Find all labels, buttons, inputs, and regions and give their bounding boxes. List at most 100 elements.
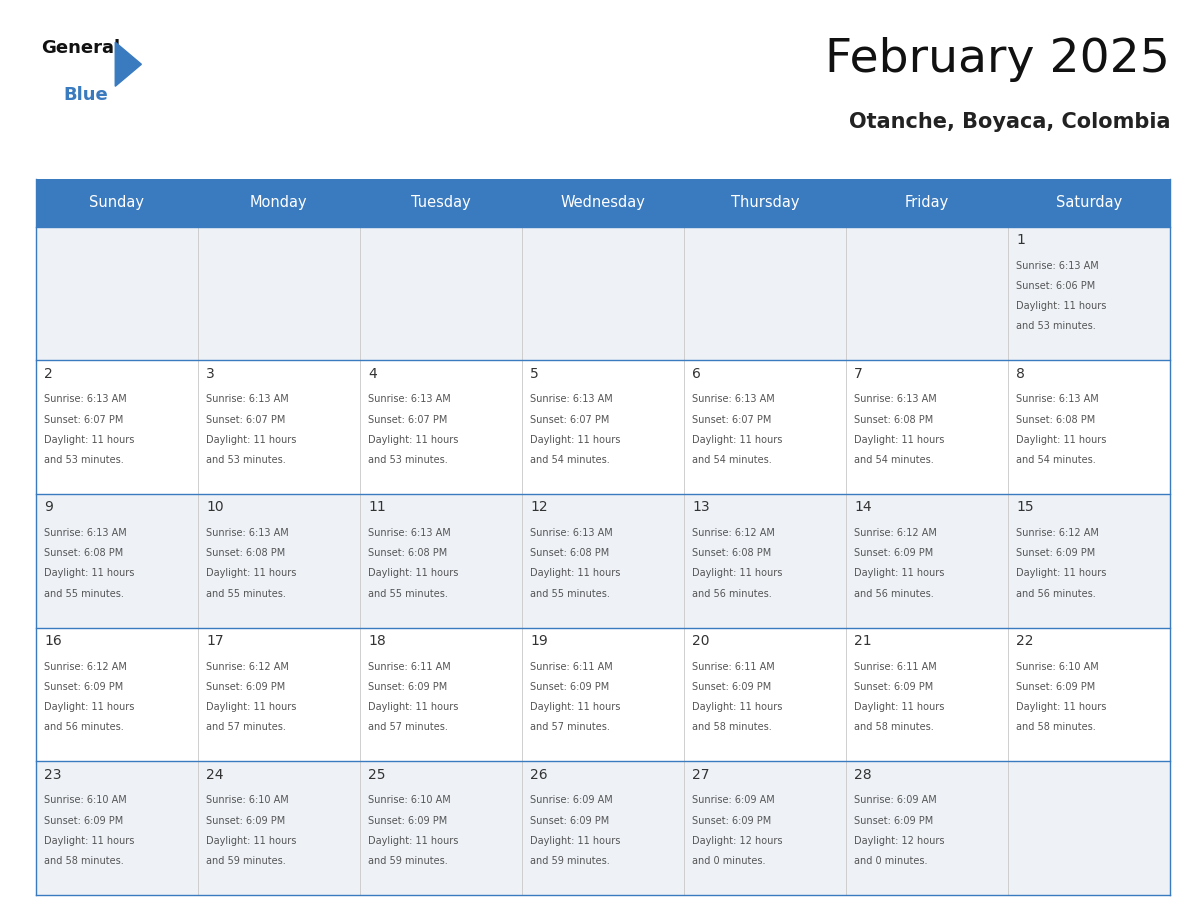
Text: Tuesday: Tuesday [411, 196, 470, 210]
Text: Daylight: 11 hours: Daylight: 11 hours [1017, 702, 1107, 712]
Text: Daylight: 11 hours: Daylight: 11 hours [693, 568, 783, 578]
Text: and 53 minutes.: and 53 minutes. [368, 455, 448, 465]
Text: and 55 minutes.: and 55 minutes. [368, 588, 448, 599]
Text: Sunrise: 6:12 AM: Sunrise: 6:12 AM [44, 662, 127, 672]
Text: Sunset: 6:09 PM: Sunset: 6:09 PM [530, 682, 609, 692]
Text: Daylight: 12 hours: Daylight: 12 hours [854, 835, 944, 845]
Text: Daylight: 11 hours: Daylight: 11 hours [206, 702, 297, 712]
Text: Daylight: 11 hours: Daylight: 11 hours [44, 835, 134, 845]
Text: and 57 minutes.: and 57 minutes. [206, 722, 286, 733]
Text: Daylight: 11 hours: Daylight: 11 hours [44, 435, 134, 444]
Text: Sunset: 6:09 PM: Sunset: 6:09 PM [854, 548, 934, 558]
Text: Sunrise: 6:12 AM: Sunrise: 6:12 AM [693, 528, 775, 538]
Text: Daylight: 11 hours: Daylight: 11 hours [1017, 435, 1107, 444]
Text: Sunrise: 6:13 AM: Sunrise: 6:13 AM [693, 395, 775, 404]
Text: and 56 minutes.: and 56 minutes. [693, 588, 772, 599]
Text: Sunrise: 6:13 AM: Sunrise: 6:13 AM [368, 395, 451, 404]
Text: Sunrise: 6:13 AM: Sunrise: 6:13 AM [44, 528, 127, 538]
Text: Sunrise: 6:11 AM: Sunrise: 6:11 AM [530, 662, 613, 672]
Text: Sunset: 6:09 PM: Sunset: 6:09 PM [44, 682, 124, 692]
Text: Sunset: 6:09 PM: Sunset: 6:09 PM [1017, 682, 1095, 692]
Text: 27: 27 [693, 767, 709, 782]
Text: Daylight: 11 hours: Daylight: 11 hours [368, 835, 459, 845]
Text: 20: 20 [693, 634, 709, 648]
Text: Sunrise: 6:13 AM: Sunrise: 6:13 AM [854, 395, 937, 404]
Text: and 59 minutes.: and 59 minutes. [530, 856, 609, 866]
Text: 26: 26 [530, 767, 548, 782]
Text: Daylight: 11 hours: Daylight: 11 hours [854, 568, 944, 578]
Text: Daylight: 11 hours: Daylight: 11 hours [1017, 301, 1107, 311]
Text: and 56 minutes.: and 56 minutes. [44, 722, 124, 733]
Text: Daylight: 11 hours: Daylight: 11 hours [854, 435, 944, 444]
Text: Sunset: 6:09 PM: Sunset: 6:09 PM [693, 682, 771, 692]
Text: 9: 9 [44, 500, 52, 514]
Text: 16: 16 [44, 634, 62, 648]
Text: Sunset: 6:07 PM: Sunset: 6:07 PM [368, 415, 448, 424]
Text: Blue: Blue [63, 86, 108, 105]
Text: and 54 minutes.: and 54 minutes. [854, 455, 934, 465]
Text: 25: 25 [368, 767, 386, 782]
Text: Friday: Friday [905, 196, 949, 210]
Text: Sunset: 6:09 PM: Sunset: 6:09 PM [854, 815, 934, 825]
Text: Sunset: 6:08 PM: Sunset: 6:08 PM [693, 548, 771, 558]
Text: and 59 minutes.: and 59 minutes. [368, 856, 448, 866]
Text: Sunset: 6:09 PM: Sunset: 6:09 PM [530, 815, 609, 825]
Text: Daylight: 11 hours: Daylight: 11 hours [1017, 568, 1107, 578]
Text: Daylight: 12 hours: Daylight: 12 hours [693, 835, 783, 845]
Text: and 58 minutes.: and 58 minutes. [854, 722, 934, 733]
Text: Sunset: 6:07 PM: Sunset: 6:07 PM [206, 415, 285, 424]
Text: and 57 minutes.: and 57 minutes. [368, 722, 448, 733]
Bar [36, 227, 1170, 361]
Text: Daylight: 11 hours: Daylight: 11 hours [530, 435, 620, 444]
Text: Sunrise: 6:11 AM: Sunrise: 6:11 AM [368, 662, 451, 672]
Text: 2: 2 [44, 367, 52, 381]
Text: Sunrise: 6:13 AM: Sunrise: 6:13 AM [206, 528, 289, 538]
Text: 21: 21 [854, 634, 872, 648]
Text: Otanche, Boyaca, Colombia: Otanche, Boyaca, Colombia [848, 112, 1170, 132]
Text: Sunset: 6:09 PM: Sunset: 6:09 PM [693, 815, 771, 825]
Text: and 54 minutes.: and 54 minutes. [530, 455, 609, 465]
Text: and 55 minutes.: and 55 minutes. [44, 588, 124, 599]
Text: and 55 minutes.: and 55 minutes. [206, 588, 286, 599]
Text: Daylight: 11 hours: Daylight: 11 hours [206, 835, 297, 845]
Bar [36, 361, 1170, 494]
Text: 13: 13 [693, 500, 710, 514]
Text: Sunset: 6:06 PM: Sunset: 6:06 PM [1017, 281, 1095, 291]
Text: Sunset: 6:07 PM: Sunset: 6:07 PM [693, 415, 772, 424]
Text: and 58 minutes.: and 58 minutes. [1017, 722, 1097, 733]
Text: Sunrise: 6:13 AM: Sunrise: 6:13 AM [530, 528, 613, 538]
Text: 15: 15 [1017, 500, 1034, 514]
Text: and 53 minutes.: and 53 minutes. [1017, 321, 1097, 331]
Bar [36, 179, 1170, 227]
Text: Sunset: 6:09 PM: Sunset: 6:09 PM [1017, 548, 1095, 558]
Text: Sunset: 6:07 PM: Sunset: 6:07 PM [44, 415, 124, 424]
Text: 19: 19 [530, 634, 548, 648]
Text: Daylight: 11 hours: Daylight: 11 hours [693, 435, 783, 444]
Text: Sunrise: 6:12 AM: Sunrise: 6:12 AM [206, 662, 289, 672]
Text: Sunrise: 6:11 AM: Sunrise: 6:11 AM [693, 662, 775, 672]
Text: 28: 28 [854, 767, 872, 782]
Text: Daylight: 11 hours: Daylight: 11 hours [206, 568, 297, 578]
Text: Daylight: 11 hours: Daylight: 11 hours [368, 568, 459, 578]
Text: 11: 11 [368, 500, 386, 514]
Text: Sunday: Sunday [89, 196, 144, 210]
Text: Sunset: 6:09 PM: Sunset: 6:09 PM [368, 815, 448, 825]
Text: Daylight: 11 hours: Daylight: 11 hours [368, 702, 459, 712]
Text: Sunrise: 6:10 AM: Sunrise: 6:10 AM [44, 795, 127, 805]
Text: and 0 minutes.: and 0 minutes. [693, 856, 766, 866]
Text: 18: 18 [368, 634, 386, 648]
Text: Sunrise: 6:09 AM: Sunrise: 6:09 AM [693, 795, 775, 805]
Text: Daylight: 11 hours: Daylight: 11 hours [693, 702, 783, 712]
Text: Sunset: 6:08 PM: Sunset: 6:08 PM [44, 548, 124, 558]
Text: Sunrise: 6:10 AM: Sunrise: 6:10 AM [206, 795, 289, 805]
Text: Daylight: 11 hours: Daylight: 11 hours [530, 835, 620, 845]
Text: Sunset: 6:07 PM: Sunset: 6:07 PM [530, 415, 609, 424]
Text: 10: 10 [206, 500, 223, 514]
Bar [36, 494, 1170, 628]
Text: and 54 minutes.: and 54 minutes. [1017, 455, 1097, 465]
Text: Sunset: 6:09 PM: Sunset: 6:09 PM [206, 815, 285, 825]
Bar [36, 761, 1170, 895]
Text: 4: 4 [368, 367, 377, 381]
Text: Sunrise: 6:09 AM: Sunrise: 6:09 AM [854, 795, 937, 805]
Text: and 59 minutes.: and 59 minutes. [206, 856, 286, 866]
